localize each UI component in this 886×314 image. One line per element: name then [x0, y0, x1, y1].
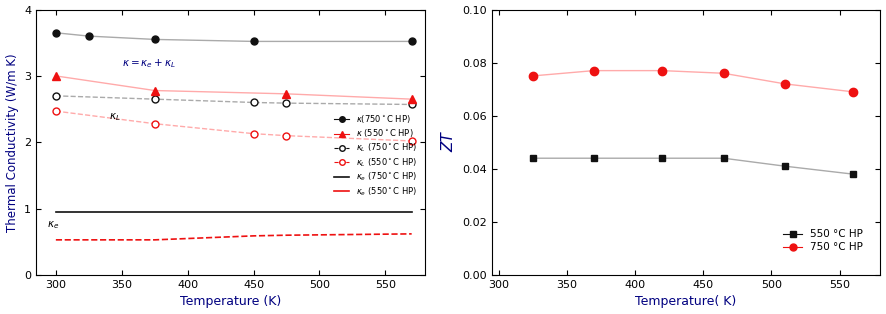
Legend: $\kappa$(750$^\circ$C HP), $\kappa$ (550$^\circ$C HP), $\kappa_L$ (750$^\circ$C : $\kappa$(750$^\circ$C HP), $\kappa$ (550… — [331, 110, 421, 201]
Text: $\kappa_e$: $\kappa_e$ — [47, 219, 58, 231]
Text: $\kappa_L$: $\kappa_L$ — [109, 111, 120, 123]
Y-axis label: Thermal Conductivity (W/m K): Thermal Conductivity (W/m K) — [5, 53, 19, 232]
Text: $\kappa=\kappa_e+\kappa_L$: $\kappa=\kappa_e+\kappa_L$ — [121, 57, 176, 70]
Legend: 550 °C HP, 750 °C HP: 550 °C HP, 750 °C HP — [779, 225, 867, 257]
X-axis label: Temperature (K): Temperature (K) — [180, 295, 281, 308]
X-axis label: Temperature( K): Temperature( K) — [635, 295, 736, 308]
Y-axis label: ZT: ZT — [441, 133, 456, 152]
